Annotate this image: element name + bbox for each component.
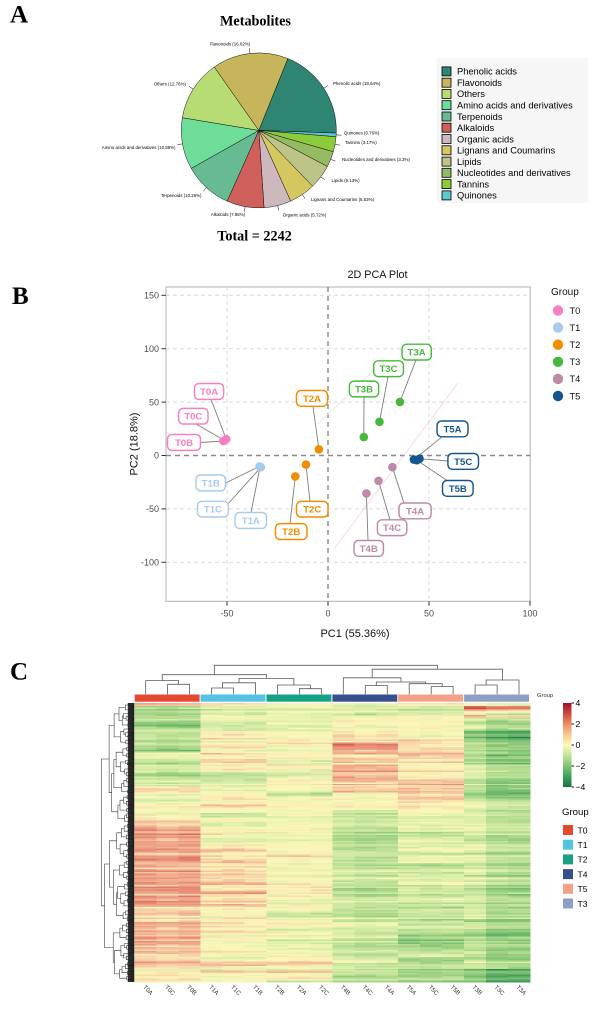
svg-text:Others: Others [457, 89, 485, 99]
svg-text:T1A: T1A [242, 516, 260, 527]
svg-text:150: 150 [144, 291, 159, 301]
svg-text:PC2 (18.8%): PC2 (18.8%) [129, 413, 141, 476]
svg-text:Lignans and Coumarins (5.53%): Lignans and Coumarins (5.53%) [311, 197, 375, 202]
svg-text:T5B: T5B [449, 484, 467, 495]
svg-text:T0C: T0C [184, 412, 202, 423]
svg-text:T2: T2 [578, 855, 588, 865]
svg-text:2D PCA Plot: 2D PCA Plot [347, 269, 407, 281]
svg-text:T0: T0 [578, 825, 588, 835]
svg-text:Alkaloids: Alkaloids [457, 123, 495, 133]
svg-text:T5A: T5A [443, 424, 461, 435]
svg-text:Group: Group [537, 693, 553, 699]
svg-text:100: 100 [144, 344, 159, 354]
svg-text:Tannins: Tannins [457, 179, 489, 189]
svg-text:Phenolic acids: Phenolic acids [457, 67, 517, 77]
svg-text:T1: T1 [570, 323, 581, 333]
svg-text:T2B: T2B [282, 527, 300, 538]
svg-text:-100: -100 [141, 558, 159, 568]
svg-text:T1B: T1B [202, 478, 220, 489]
svg-text:Flavonoids: Flavonoids [457, 78, 502, 88]
svg-text:-50: -50 [220, 608, 233, 618]
svg-text:Tannins (3.17%): Tannins (3.17%) [345, 140, 377, 145]
svg-text:0: 0 [576, 740, 581, 750]
svg-text:T0A: T0A [200, 387, 218, 398]
svg-text:50: 50 [424, 608, 434, 618]
svg-text:Phenolic acids (19.64%): Phenolic acids (19.64%) [333, 81, 381, 86]
svg-text:Nucleotides and derivatives: Nucleotides and derivatives [457, 168, 571, 178]
svg-text:0: 0 [154, 451, 159, 461]
svg-text:Group: Group [562, 807, 589, 818]
svg-text:Amino acids and derivatives (1: Amino acids and derivatives (10.88%) [102, 145, 176, 150]
svg-text:Others (12.76%): Others (12.76%) [154, 82, 187, 87]
svg-text:T3B: T3B [355, 384, 373, 395]
svg-text:T3: T3 [578, 899, 588, 909]
svg-text:B: B [12, 283, 29, 310]
svg-text:Lipids: Lipids [457, 157, 482, 167]
svg-text:T4C: T4C [383, 523, 401, 534]
svg-text:Terpenoids: Terpenoids [457, 112, 503, 122]
svg-text:T1C: T1C [204, 505, 222, 516]
svg-text:Lipids (5.13%): Lipids (5.13%) [332, 178, 361, 183]
svg-text:2: 2 [576, 719, 581, 729]
svg-text:T5: T5 [570, 391, 581, 401]
svg-text:Alkaloids (7.85%): Alkaloids (7.85%) [211, 212, 246, 217]
svg-text:T1: T1 [578, 840, 588, 850]
svg-text:T3: T3 [570, 357, 581, 367]
svg-text:T0: T0 [570, 306, 581, 316]
svg-text:Terpenoids (10.26%): Terpenoids (10.26%) [161, 193, 202, 198]
svg-text:4: 4 [576, 698, 581, 708]
svg-text:-50: -50 [146, 504, 159, 514]
svg-text:Quinones (0.76%): Quinones (0.76%) [344, 131, 380, 136]
svg-text:Group: Group [551, 287, 579, 298]
svg-text:T3A: T3A [408, 348, 426, 359]
svg-text:Amino acids and derivatives: Amino acids and derivatives [457, 101, 573, 111]
svg-text:T3C: T3C [379, 364, 397, 375]
svg-text:Quinones: Quinones [457, 191, 497, 201]
svg-text:Metabolites: Metabolites [220, 14, 291, 30]
svg-text:Organic acids (5.72%): Organic acids (5.72%) [283, 213, 327, 218]
svg-text:T4: T4 [578, 869, 588, 879]
svg-text:Organic acids: Organic acids [457, 134, 514, 144]
svg-text:Total = 2242: Total = 2242 [217, 229, 292, 245]
svg-text:100: 100 [522, 608, 537, 618]
svg-text:Lignans and Coumarins: Lignans and Coumarins [457, 146, 556, 156]
svg-text:T4B: T4B [360, 544, 378, 555]
svg-text:T2C: T2C [303, 505, 321, 516]
svg-text:T4A: T4A [406, 506, 424, 517]
svg-text:T2A: T2A [303, 394, 321, 405]
svg-text:A: A [10, 2, 28, 29]
svg-text:T4: T4 [570, 374, 581, 384]
svg-text:−2: −2 [576, 761, 586, 771]
svg-text:T5C: T5C [454, 457, 472, 468]
svg-text:Flavonoids (16.02%): Flavonoids (16.02%) [210, 42, 251, 47]
svg-text:50: 50 [149, 397, 159, 407]
svg-text:−4: −4 [576, 782, 586, 792]
svg-text:PC1 (55.36%): PC1 (55.36%) [320, 628, 389, 640]
svg-text:0: 0 [325, 608, 330, 618]
svg-text:T0B: T0B [175, 438, 193, 449]
svg-text:T2: T2 [570, 340, 581, 350]
svg-text:C: C [10, 659, 28, 686]
svg-text:T5: T5 [578, 884, 588, 894]
svg-text:Nucleotides and derivatives (3: Nucleotides and derivatives (3.3%) [342, 157, 410, 162]
